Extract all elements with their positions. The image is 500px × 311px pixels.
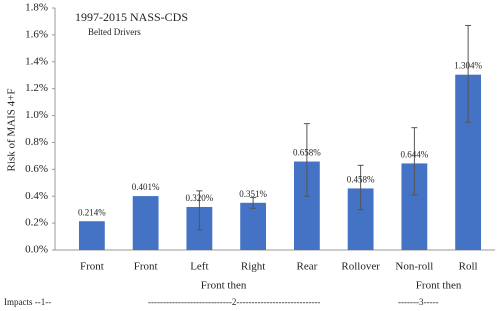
x-tick-label: Rear — [296, 261, 317, 273]
data-label: 0.658% — [293, 148, 321, 158]
chart-subtitle: Belted Drivers — [88, 27, 141, 37]
data-label: 1.304% — [454, 61, 482, 71]
y-tick-label: 0.6% — [25, 163, 48, 175]
data-label: 0.401% — [132, 182, 160, 192]
x-tick-label: Front — [134, 261, 158, 273]
x-tick-label: Left — [190, 261, 208, 273]
annotation: Impacts --1-- — [4, 297, 51, 307]
bar — [132, 196, 159, 250]
y-tick-label: 1.0% — [25, 109, 48, 121]
x-tick-label: Non-roll — [395, 261, 433, 273]
x-tick-label: Front — [80, 261, 104, 273]
y-tick-label: 0.8% — [25, 136, 48, 148]
y-tick-label: 0.0% — [25, 244, 48, 256]
y-tick-label: 0.4% — [25, 190, 48, 202]
y-tick-label: 1.8% — [25, 2, 48, 14]
y-tick-label: 1.6% — [25, 28, 48, 40]
data-label: 0.214% — [78, 207, 106, 217]
y-axis-label: Risk of MAIS 4+F — [6, 89, 18, 172]
annotation: ----------------------------2-----------… — [148, 297, 320, 307]
x-tick-label: Right — [241, 261, 265, 273]
chart-title: 1997-2015 NASS-CDS — [75, 10, 188, 24]
y-tick-label: 1.2% — [25, 82, 48, 94]
x-tick-label: Rollover — [341, 261, 380, 273]
bar — [78, 221, 105, 250]
x-tick-label: Roll — [459, 261, 478, 273]
annotation: Front then — [201, 280, 247, 292]
y-tick-label: 1.4% — [25, 55, 48, 67]
data-label: 0.644% — [401, 149, 429, 159]
data-label: 0.458% — [347, 174, 375, 184]
annotation: -------3----- — [398, 297, 438, 307]
data-label: 0.351% — [239, 189, 267, 199]
data-label: 0.320% — [186, 193, 214, 203]
y-tick-label: 0.2% — [25, 217, 48, 229]
annotation: Front then — [416, 280, 462, 292]
bar — [240, 202, 267, 250]
